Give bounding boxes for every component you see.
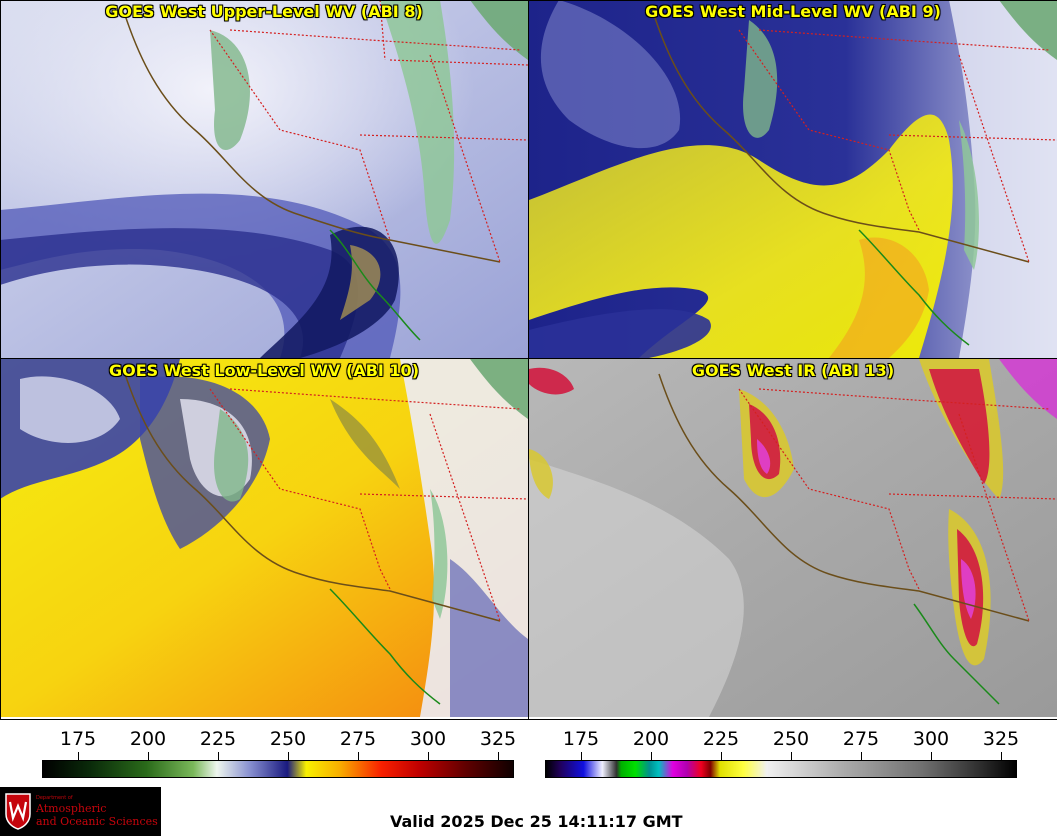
horizontal-divider [0,358,1057,359]
panel-title: GOES West Upper-Level WV (ABI 8) [105,2,423,21]
panel-mid-wv: GOES West Mid-Level WV (ABI 9) [529,0,1057,358]
panel-title: GOES West Low-Level WV (ABI 10) [108,361,419,380]
logo-line1: Atmospheric [36,802,107,815]
wv-tick-label: 300 [409,728,447,750]
ir-tick-labels: 175 200 225 250 275 300 325 [545,728,1020,752]
ir-tick-label: 250 [772,728,810,750]
vertical-divider [528,0,529,719]
ir-colorbar-gradient [545,760,1017,778]
ir-tick [581,752,582,760]
wv-tick-label: 175 [59,728,97,750]
ir-tick [791,752,792,760]
panel-low-wv: GOES West Low-Level WV (ABI 10) [0,359,528,717]
wv-colorbar-gradient [42,760,514,778]
wv-tick-label: 325 [479,728,517,750]
logo-line2: and Oceanic Sciences [36,815,158,828]
panel-title: GOES West IR (ABI 13) [691,361,895,380]
panel-upper-wv: GOES West Upper-Level WV (ABI 8) [0,0,528,358]
ir-tick-label: 325 [982,728,1020,750]
wv-tick [78,752,79,760]
panel-ir: GOES West IR (ABI 13) [529,359,1057,717]
wv-tick-label: 250 [269,728,307,750]
wv-tick-label: 200 [129,728,167,750]
ir-tick [931,752,932,760]
wv-tick [218,752,219,760]
wv-tick-labels: 175 200 225 250 275 300 325 [42,728,517,752]
ir-tick [1001,752,1002,760]
logo-dept-text: Department of [36,795,73,801]
ir-tick [651,752,652,760]
wv-tick [498,752,499,760]
panel-title: GOES West Mid-Level WV (ABI 9) [645,2,941,21]
upper-wv-imagery [0,0,528,358]
aos-logo: Department of Atmospheric and Oceanic Sc… [0,787,161,836]
wv-tick [428,752,429,760]
wv-tick [288,752,289,760]
ir-tick-label: 275 [842,728,880,750]
low-wv-imagery [0,359,528,717]
ir-tick-label: 300 [912,728,950,750]
ir-imagery [529,359,1057,717]
ir-colorbar: 175 200 225 250 275 300 325 [545,728,1020,780]
wv-tick-label: 225 [199,728,237,750]
ir-tick-label: 175 [562,728,600,750]
ir-tick [861,752,862,760]
mid-wv-imagery [529,0,1057,358]
wv-tick [148,752,149,760]
wv-tick [358,752,359,760]
valid-time: Valid 2025 Dec 25 14:11:17 GMT [390,812,683,831]
ir-tick [721,752,722,760]
wv-tick-label: 275 [339,728,377,750]
uw-crest-icon [5,793,31,830]
wv-colorbar: 175 200 225 250 275 300 325 [42,728,517,780]
ir-tick-label: 200 [632,728,670,750]
ir-tick-label: 225 [702,728,740,750]
